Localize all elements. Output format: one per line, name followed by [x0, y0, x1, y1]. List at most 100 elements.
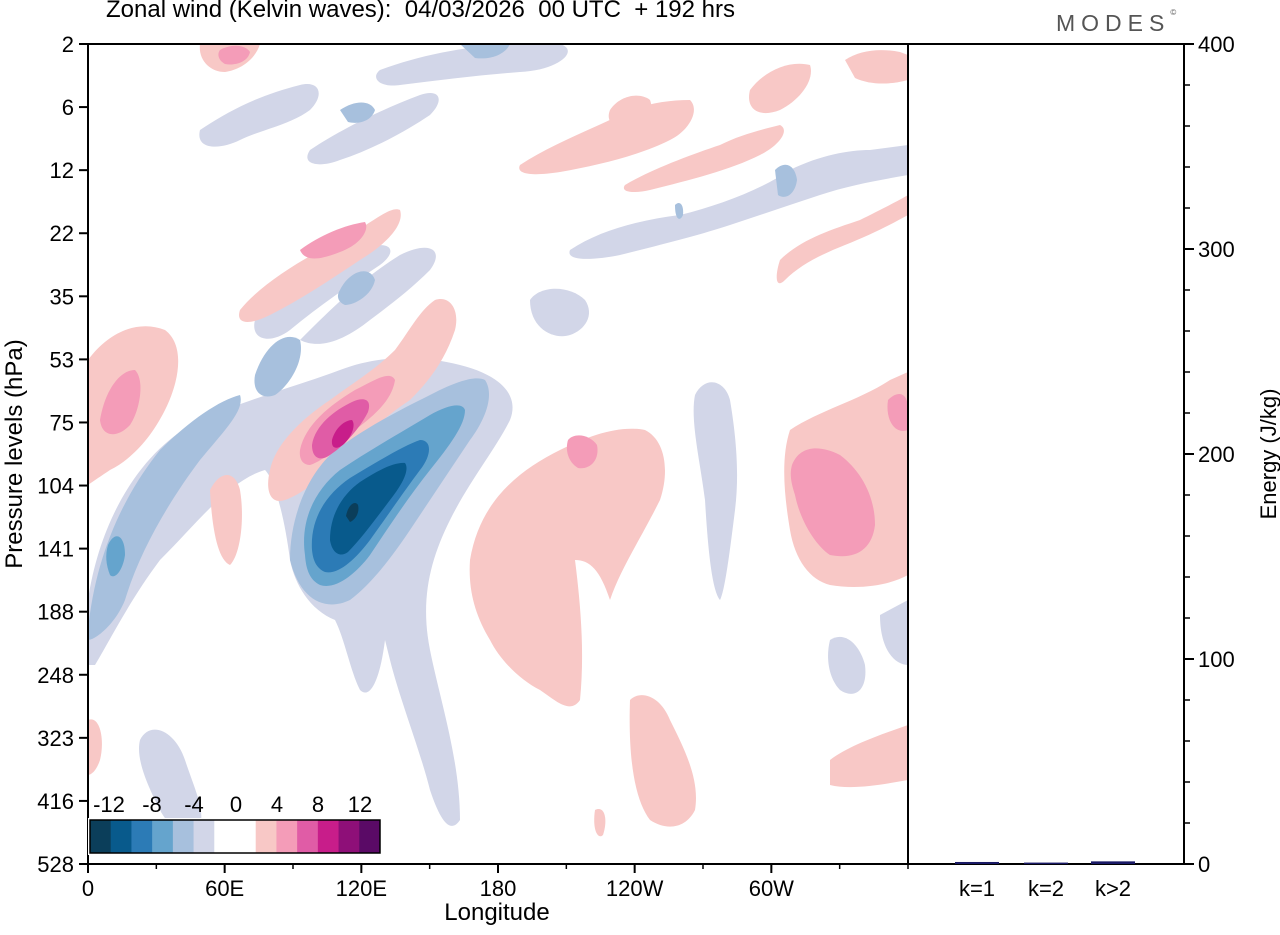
- colorbar-swatch: [317, 820, 340, 853]
- westerly-medium-east-2: [887, 394, 908, 431]
- colorbar-swatch: [110, 820, 132, 853]
- energy-bar-label: k>2: [1095, 876, 1131, 901]
- easterly-band-mid-2: [530, 288, 590, 337]
- westerly-band-lower-east: [830, 725, 908, 788]
- westerly-medium-east: [790, 448, 875, 557]
- westerly-band-upper-7: [845, 50, 908, 84]
- y-tick-label: 104: [37, 474, 74, 499]
- colorbar-frame: [89, 819, 381, 854]
- x-tick-label: 180: [480, 876, 517, 901]
- chart-title: Zonal wind (Kelvin waves): 04/03/2026 00…: [106, 0, 735, 23]
- easterly-medium-2: [337, 271, 375, 305]
- easterly-band-stratos-2: [254, 245, 391, 339]
- y-tick-label: 528: [37, 852, 74, 877]
- easterly-core-main: [346, 503, 359, 522]
- y-tick-label: 248: [37, 663, 74, 688]
- easterly-band-very-dark: [330, 462, 407, 555]
- energy-tick-label: 200: [1198, 442, 1235, 467]
- easterly-core: [346, 503, 359, 522]
- westerly-medium-west: [100, 370, 141, 435]
- easterly-band-top-1: [199, 84, 319, 147]
- colorbar-swatch: [131, 820, 153, 853]
- easterly-medium-3: [340, 102, 375, 123]
- easterly-band-stratos-1: [300, 247, 436, 344]
- westerly-band-high-2: [210, 475, 242, 565]
- westerly-band-bottom-2: [594, 809, 606, 837]
- easterly-band-top-3: [376, 44, 568, 86]
- axis-ticks: 0 60E 120E 180 120W 60W 2 6 12 22 35 53 75 104 141 188 2…: [37, 32, 1234, 901]
- easterly-band-mid-4: [828, 636, 866, 694]
- wind-field: [88, 44, 908, 837]
- colorbar-swatch: [90, 820, 112, 853]
- energy-bar-label: k=1: [959, 876, 995, 901]
- colorbar-swatch: [193, 820, 215, 853]
- westerly-medium-dateline: [566, 435, 598, 469]
- x-axis-label: Longitude: [444, 899, 549, 926]
- westerly-medium-high: [300, 222, 367, 259]
- easterly-band-top-4: [860, 149, 908, 176]
- westerly-band-upper-3: [623, 125, 784, 193]
- x-tick-label: 60E: [205, 876, 244, 901]
- colorbar-swatch: [152, 820, 174, 853]
- energy-bar: [955, 861, 999, 864]
- colorbar-swatch: [297, 820, 319, 853]
- colorbar-label: 12: [348, 792, 372, 817]
- x-tick-label: 120E: [336, 876, 387, 901]
- easterly-band-mid-1: [569, 145, 908, 259]
- y-tick-label: 75: [50, 410, 74, 435]
- westerly-band-bottom-1: [88, 719, 102, 775]
- y-tick-label: 323: [37, 726, 74, 751]
- easterly-medium-1: [254, 336, 301, 397]
- brand-text: MODES: [1056, 10, 1171, 36]
- energy-bar-label: k=2: [1028, 876, 1064, 901]
- y-tick-label: 12: [50, 158, 74, 183]
- colorbar-swatch: [172, 820, 195, 853]
- energy-bars: k=1 k=2 k>2: [955, 861, 1135, 901]
- colorbar-swatch: [276, 820, 298, 853]
- westerly-band-upper-5: [776, 195, 908, 284]
- x-tick-label: 0: [82, 876, 94, 901]
- y-tick-label: 2: [62, 32, 74, 57]
- energy-tick-label: 300: [1198, 237, 1235, 262]
- energy-axis-label: Energy (J/kg): [1256, 389, 1280, 520]
- energy-bar: [1091, 861, 1135, 864]
- energy-bar: [1024, 862, 1068, 865]
- y-tick-label: 141: [37, 537, 74, 562]
- colorbar-label: -8: [142, 792, 162, 817]
- y-axis-label: Pressure levels (hPa): [1, 339, 28, 568]
- y-tick-label: 53: [50, 347, 74, 372]
- colorbar-label: 8: [312, 792, 324, 817]
- y-tick-label: 188: [37, 600, 74, 625]
- westerly-band-surface: [629, 695, 696, 827]
- y-tick-label: 416: [37, 789, 74, 814]
- westerly-core-main: [331, 420, 354, 448]
- easterly-band-surface: [139, 729, 202, 833]
- westerly-band-upper-4: [749, 63, 811, 114]
- colorbar-label: -12: [93, 792, 125, 817]
- easterly-medium-4: [460, 44, 510, 59]
- easterly-band-top-2: [307, 92, 439, 165]
- y-tick-label: 22: [50, 221, 74, 246]
- colorbar-label: -4: [184, 792, 204, 817]
- westerly-band-upper-2: [608, 95, 652, 129]
- easterly-band-mid-3: [693, 382, 738, 600]
- easterly-vd-main: [330, 462, 407, 555]
- colorbar-swatch: [255, 820, 277, 853]
- energy-tick-label: 400: [1198, 32, 1235, 57]
- colorbar-swatch: [214, 820, 236, 853]
- colorbar-swatch: [338, 820, 360, 853]
- energy-tick-label: 100: [1198, 647, 1235, 672]
- colorbar-swatch: [359, 820, 381, 853]
- colorbar-label: 0: [230, 792, 242, 817]
- colorbar-swatch: [235, 820, 257, 853]
- westerly-band-dateline: [469, 428, 665, 707]
- brand-logo: MODES©: [1056, 8, 1176, 37]
- x-tick-label: 60W: [749, 876, 794, 901]
- easterly-medium-6: [675, 203, 684, 219]
- easterly-medium-5: [775, 164, 797, 197]
- westerly-core: [331, 420, 354, 448]
- y-tick-label: 35: [50, 284, 74, 309]
- easterly-medium-west: [88, 395, 241, 640]
